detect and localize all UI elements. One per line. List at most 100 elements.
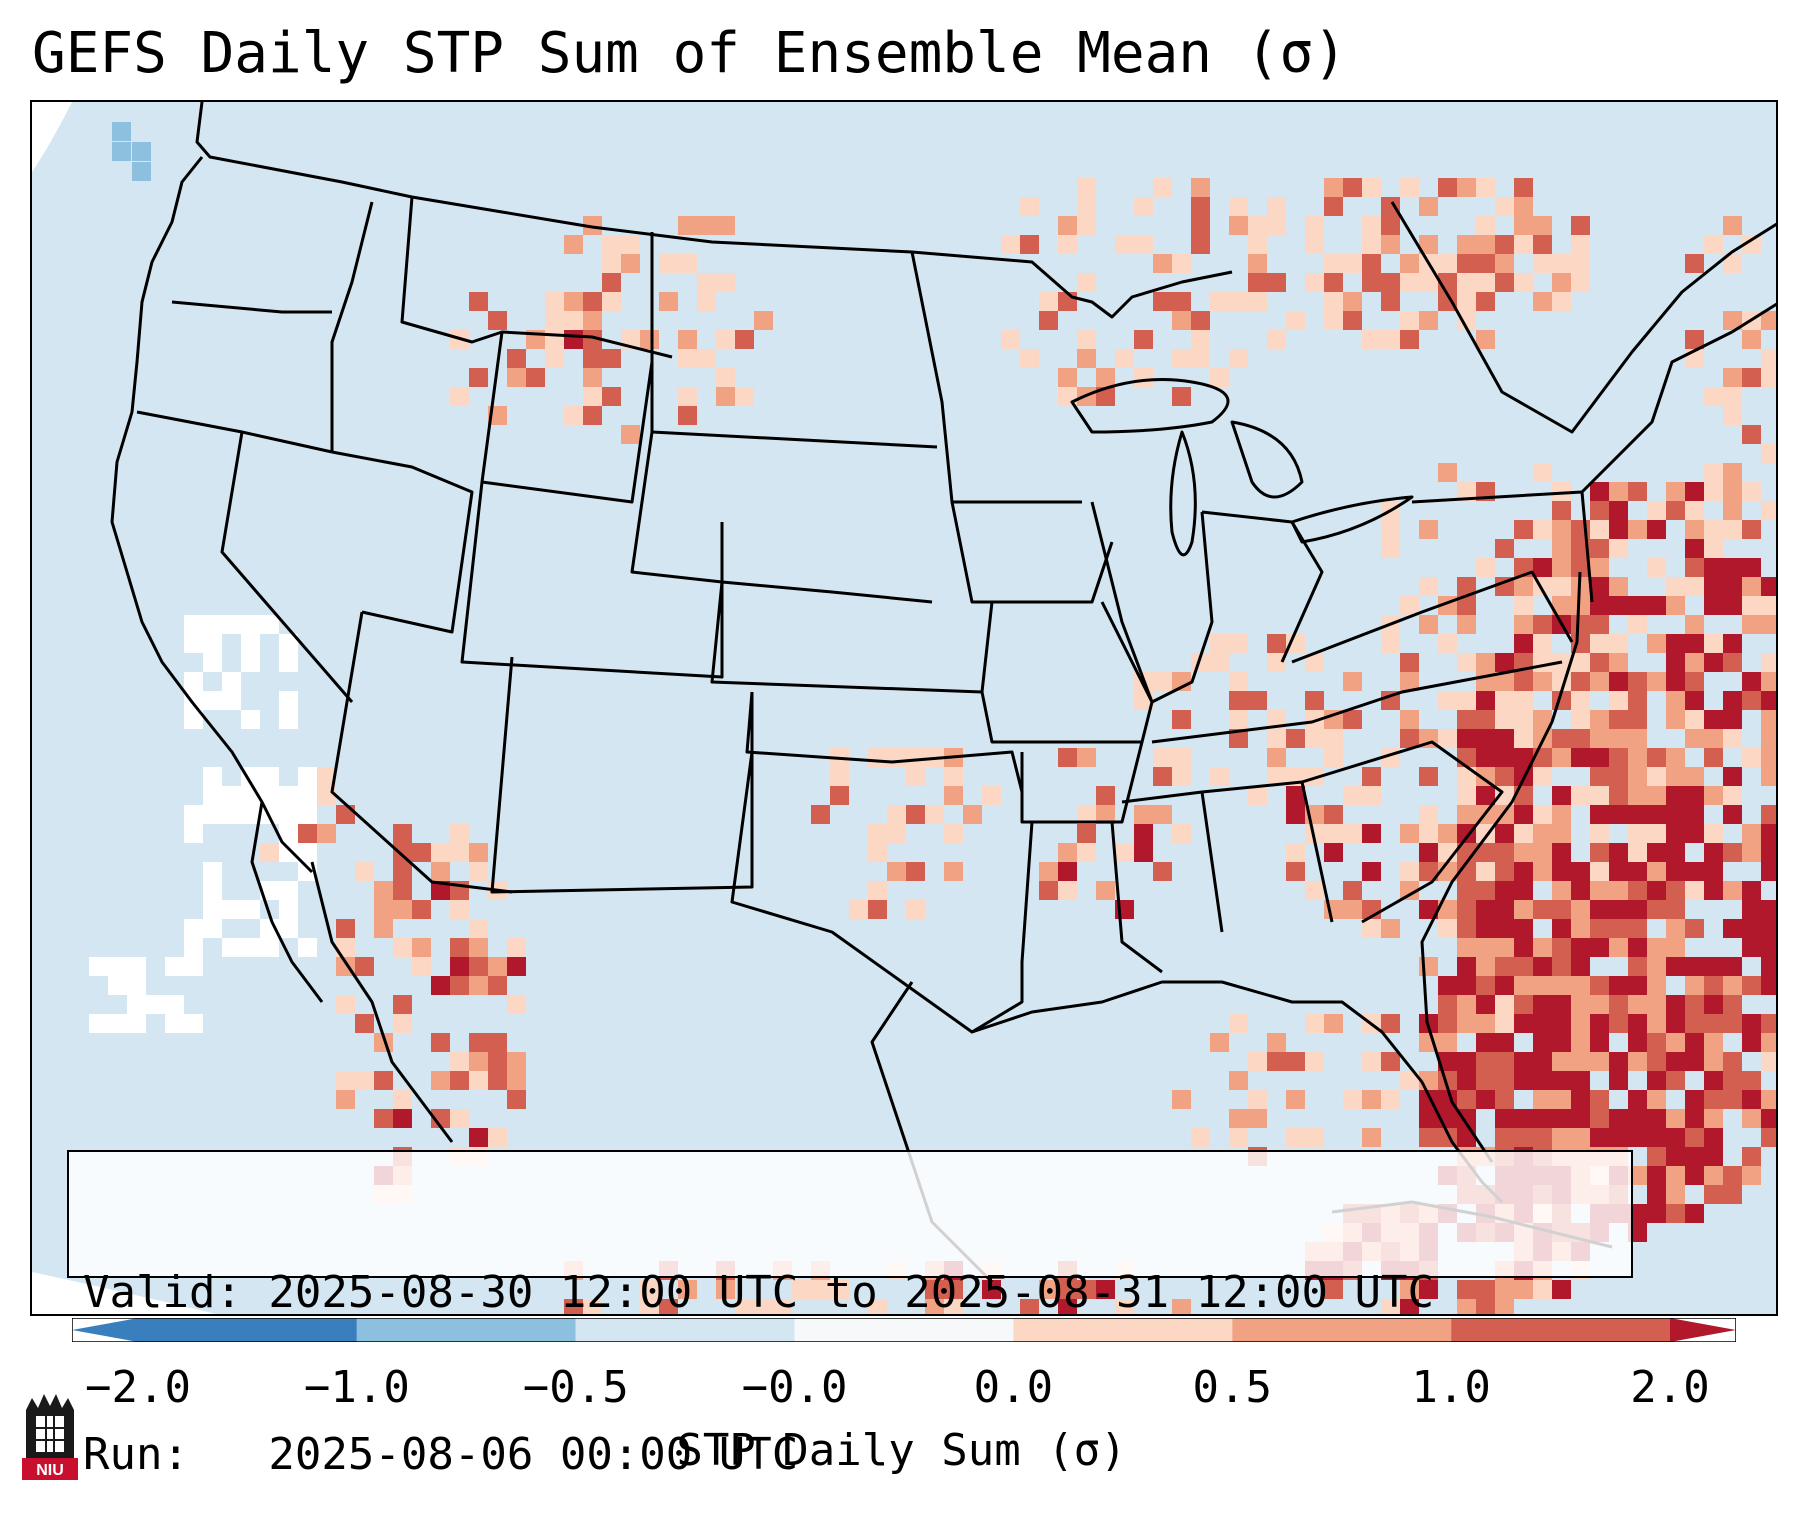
anomaly-cell	[431, 1109, 450, 1128]
anomaly-cell	[1723, 653, 1742, 672]
anomaly-cell	[469, 976, 488, 995]
anomaly-cell	[1590, 786, 1609, 805]
anomaly-cell	[1647, 558, 1666, 577]
anomaly-cell	[1704, 862, 1723, 881]
anomaly-cell	[716, 368, 735, 387]
anomaly-cell	[1229, 672, 1248, 691]
anomaly-cell	[1533, 558, 1552, 577]
anomaly-cell	[1761, 748, 1776, 767]
anomaly-cell	[1058, 748, 1077, 767]
anomaly-cell	[1685, 482, 1704, 501]
anomaly-cell	[1115, 235, 1134, 254]
anomaly-cell	[564, 292, 583, 311]
anomaly-cell	[1248, 216, 1267, 235]
idaho-border	[330, 201, 374, 452]
anomaly-cell	[1628, 1052, 1647, 1071]
anomaly-cell	[1571, 710, 1590, 729]
anomaly-cell	[1666, 1147, 1685, 1166]
anomaly-cell	[393, 843, 412, 862]
sc-ga-border	[1301, 740, 1504, 924]
anomaly-cell	[355, 957, 374, 976]
anomaly-cell	[1286, 1090, 1305, 1109]
anomaly-cell	[1286, 311, 1305, 330]
anomaly-cell	[507, 1052, 526, 1071]
anomaly-cell	[1457, 596, 1476, 615]
anomaly-cell	[1552, 748, 1571, 767]
anomaly-cell	[1058, 1280, 1077, 1299]
anomaly-cell	[1305, 216, 1324, 235]
anomaly-cell	[621, 254, 640, 273]
anomaly-cell	[1628, 482, 1647, 501]
colorbar-tick-label: −0.5	[522, 1362, 629, 1413]
colorbar-segment	[1451, 1318, 1670, 1342]
anomaly-cell	[1609, 710, 1628, 729]
anomaly-cell	[1685, 1204, 1704, 1223]
anomaly-cell	[1210, 653, 1229, 672]
anomaly-cell	[1666, 1128, 1685, 1147]
anomaly-cell	[1590, 976, 1609, 995]
anomaly-cell	[1723, 1166, 1742, 1185]
anomaly-cell	[1495, 729, 1514, 748]
anomaly-cell	[735, 1299, 754, 1314]
anomaly-cell	[1286, 1052, 1305, 1071]
anomaly-cell	[1229, 729, 1248, 748]
anomaly-cell	[184, 824, 203, 843]
anomaly-cell	[1761, 596, 1776, 615]
anomaly-cell	[1571, 216, 1590, 235]
anomaly-cell	[1761, 729, 1776, 748]
anomaly-cell	[1552, 558, 1571, 577]
anomaly-cell	[1267, 216, 1286, 235]
anomaly-cell	[1457, 311, 1476, 330]
anomaly-cell	[317, 767, 336, 786]
anomaly-cell	[1343, 1090, 1362, 1109]
anomaly-cell	[1742, 577, 1761, 596]
anomaly-cell	[1723, 254, 1742, 273]
anomaly-cell	[1723, 368, 1742, 387]
anomaly-cell	[1685, 862, 1704, 881]
colorbar-tick-label: −0.0	[741, 1362, 848, 1413]
anomaly-cell	[1514, 1014, 1533, 1033]
anomaly-cell	[1400, 178, 1419, 197]
anomaly-cell	[735, 387, 754, 406]
anomaly-cell	[1210, 368, 1229, 387]
anomaly-cell	[1514, 197, 1533, 216]
map-panel[interactable]	[30, 100, 1778, 1316]
anomaly-cell	[868, 900, 887, 919]
anomaly-cell	[1552, 900, 1571, 919]
anomaly-cell	[241, 900, 260, 919]
anomaly-cell	[1609, 881, 1628, 900]
anomaly-cell	[754, 1299, 773, 1314]
anomaly-cell	[1514, 995, 1533, 1014]
anomaly-cell	[1628, 1033, 1647, 1052]
anomaly-cell	[1495, 843, 1514, 862]
anomaly-cell	[1476, 767, 1495, 786]
anomaly-cell	[1476, 1071, 1495, 1090]
anomaly-cell	[1362, 767, 1381, 786]
anomaly-cell	[222, 672, 241, 691]
anomaly-cell	[1590, 900, 1609, 919]
anomaly-cell	[1609, 634, 1628, 653]
anomaly-cell	[203, 881, 222, 900]
anomaly-cell	[1495, 254, 1514, 273]
anomaly-cell	[469, 1052, 488, 1071]
anomaly-cell	[1229, 710, 1248, 729]
anomaly-cell	[1571, 1071, 1590, 1090]
anomaly-cell	[1552, 729, 1571, 748]
anomaly-cell	[1685, 254, 1704, 273]
anomaly-cell	[697, 349, 716, 368]
anomaly-cell	[1685, 919, 1704, 938]
anomaly-cell	[1020, 349, 1039, 368]
anomaly-cell	[1495, 653, 1514, 672]
anomaly-cell	[583, 216, 602, 235]
anomaly-cell	[925, 805, 944, 824]
anomaly-cell	[1077, 824, 1096, 843]
anomaly-cell	[393, 995, 412, 1014]
anomaly-cell	[1305, 1052, 1324, 1071]
anomaly-cell	[640, 1280, 659, 1299]
anomaly-cell	[1723, 558, 1742, 577]
anomaly-cell	[1704, 1071, 1723, 1090]
anomaly-cell	[1495, 710, 1514, 729]
anomaly-cell	[1723, 406, 1742, 425]
anomaly-cell	[279, 710, 298, 729]
anomaly-cell	[1096, 368, 1115, 387]
